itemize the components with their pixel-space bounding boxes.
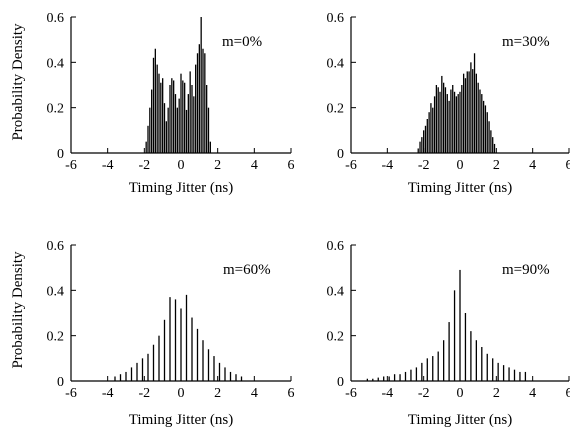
x-tick-label: -4 <box>381 386 393 401</box>
x-tick-label: 0 <box>178 158 185 173</box>
panel-m60: Probability Density m=60% Timing Jitter … <box>10 239 295 428</box>
x-tick-label: 4 <box>529 386 536 401</box>
x-tick-label: 6 <box>288 386 295 401</box>
x-tick-label: 0 <box>457 158 464 173</box>
panel-annotation: m=90% <box>502 262 550 278</box>
x-axis-title: Timing Jitter (ns) <box>129 412 233 428</box>
y-tick-label: 0.2 <box>47 330 65 345</box>
y-tick-label: 0 <box>337 147 344 162</box>
x-tick-label: -2 <box>418 386 430 401</box>
x-tick-label: 4 <box>251 158 258 173</box>
x-tick-label: 2 <box>214 158 221 173</box>
x-tick-label: 0 <box>178 386 185 401</box>
y-tick-label: 0.6 <box>327 239 345 254</box>
y-tick-label: 0.4 <box>47 284 65 299</box>
y-tick-label: 0 <box>57 147 64 162</box>
y-axis-title: Probability Density <box>10 251 26 369</box>
y-tick-label: 0 <box>337 375 344 390</box>
y-axis-title: Probability Density <box>10 23 26 141</box>
x-axis-title: Timing Jitter (ns) <box>408 180 512 196</box>
x-tick-label: 2 <box>493 158 500 173</box>
y-tick-label: 0.6 <box>327 11 345 26</box>
y-tick-label: 0.4 <box>327 56 345 71</box>
x-tick-label: 6 <box>566 386 570 401</box>
x-tick-label: -2 <box>418 158 430 173</box>
x-tick-label: -6 <box>65 158 77 173</box>
x-tick-label: 2 <box>493 386 500 401</box>
y-tick-label: 0.4 <box>47 56 65 71</box>
panel-annotation: m=30% <box>502 34 550 50</box>
y-tick-label: 0.6 <box>47 11 65 26</box>
y-tick-label: 0.2 <box>327 102 345 117</box>
x-tick-label: 2 <box>214 386 221 401</box>
y-tick-label: 0 <box>57 375 64 390</box>
x-axis-title: Timing Jitter (ns) <box>129 180 233 196</box>
y-tick-label: 0.2 <box>327 330 345 345</box>
x-tick-label: 6 <box>566 158 570 173</box>
x-tick-label: -4 <box>102 158 114 173</box>
panel-annotation: m=60% <box>223 262 271 278</box>
x-tick-label: -4 <box>102 386 114 401</box>
x-tick-label: -2 <box>138 158 150 173</box>
panel-annotation: m=0% <box>222 34 262 50</box>
x-tick-label: -6 <box>65 386 77 401</box>
x-tick-label: 6 <box>288 158 295 173</box>
x-tick-label: -6 <box>345 158 357 173</box>
y-tick-label: 0.2 <box>47 102 65 117</box>
x-tick-label: 4 <box>251 386 258 401</box>
y-tick-label: 0.4 <box>327 284 345 299</box>
x-axis-title: Timing Jitter (ns) <box>408 412 512 428</box>
panel-m90: m=90% Timing Jitter (ns) -6 -4 -2 0 2 4 6 0 0.2 0… <box>327 239 570 428</box>
y-tick-label: 0.6 <box>47 239 65 254</box>
x-tick-label: -2 <box>138 386 150 401</box>
x-tick-label: -6 <box>345 386 357 401</box>
x-tick-label: 4 <box>529 158 536 173</box>
x-tick-label: -4 <box>381 158 393 173</box>
x-tick-label: 0 <box>457 386 464 401</box>
panel-m0: Probability Density m=0% Timing Jitter (… <box>10 11 295 196</box>
panel-m30: m=30% Timing Jitter (ns) -6 -4 -2 0 2 4 6 0 0.2 0… <box>327 11 570 196</box>
